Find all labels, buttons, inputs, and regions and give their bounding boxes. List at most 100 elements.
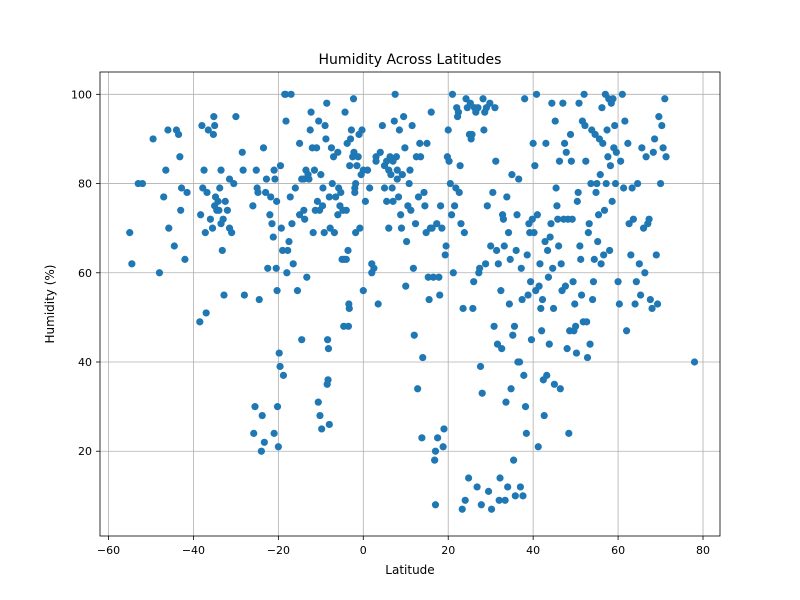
data-point [425,295,433,304]
data-point [517,264,525,272]
data-point [219,215,227,223]
data-point [273,287,281,295]
data-point [572,322,580,330]
data-point [177,206,185,214]
data-point [455,188,463,197]
data-point [608,197,616,205]
data-point [301,215,309,223]
data-point [532,90,541,98]
data-point [387,171,395,179]
data-point [501,496,509,504]
data-point [319,184,327,192]
data-point [521,403,530,411]
data-point [390,117,398,125]
data-point [477,501,485,509]
data-point [615,300,623,308]
data-point [628,184,636,192]
data-point [505,300,513,308]
data-point [276,162,285,170]
data-point [334,211,342,219]
data-point [566,130,575,139]
data-point [542,139,550,147]
data-point [160,193,168,201]
data-point [620,184,628,192]
data-point [441,251,449,259]
data-point [606,162,615,170]
data-point [344,322,353,330]
data-point [358,126,366,134]
data-point [216,184,224,192]
data-point [269,233,277,241]
data-point [198,121,206,130]
data-point [445,157,453,165]
data-point [295,139,304,147]
data-point [552,184,560,192]
x-tick-label: −60 [97,544,120,557]
data-point [576,242,584,250]
data-point [562,148,570,156]
data-point [470,278,478,286]
data-point [138,179,147,188]
data-point [276,362,284,371]
data-point [597,260,605,268]
data-point [322,135,330,143]
data-point [284,246,292,255]
data-point [555,157,564,165]
data-point [646,295,654,304]
data-point [411,220,420,228]
data-point [239,166,247,174]
data-point [254,188,262,197]
data-point [436,202,445,210]
data-point [661,95,669,103]
data-point [351,188,359,197]
data-point [493,340,502,348]
data-point [583,353,592,362]
data-point [511,492,519,500]
data-point [200,166,208,174]
data-point [653,300,662,308]
data-point [577,255,585,263]
data-point [634,179,642,188]
data-point [602,179,610,188]
data-point [259,144,268,152]
data-point [298,336,306,344]
data-point [584,229,592,237]
data-point [366,184,374,192]
data-point [592,188,600,197]
data-point [495,496,503,504]
data-point [478,389,486,397]
data-point [416,139,424,147]
data-point [535,282,543,290]
data-point [617,157,625,165]
y-tick-label: 100 [71,88,92,101]
data-point [659,144,667,152]
data-point [466,99,474,107]
data-point [372,157,380,165]
data-point [210,113,218,121]
data-point [509,331,517,339]
data-point [385,224,393,232]
data-point [383,197,391,205]
data-point [203,188,211,197]
data-point [528,215,536,223]
data-point [334,148,342,156]
data-point [197,211,205,219]
data-point [228,229,236,237]
data-point [406,166,414,174]
data-point [522,429,530,437]
data-point [504,229,513,237]
data-point [543,371,551,379]
data-point [155,269,164,277]
data-point [346,135,355,143]
data-point [422,229,430,237]
data-point [262,188,270,197]
data-point [589,278,598,286]
data-point [283,269,291,277]
data-point [609,95,617,103]
data-point [273,403,282,411]
x-tick-label: 80 [696,544,710,557]
x-tick-label: −40 [182,544,205,557]
data-point [260,438,268,446]
data-point [240,291,248,299]
data-point [353,162,361,170]
